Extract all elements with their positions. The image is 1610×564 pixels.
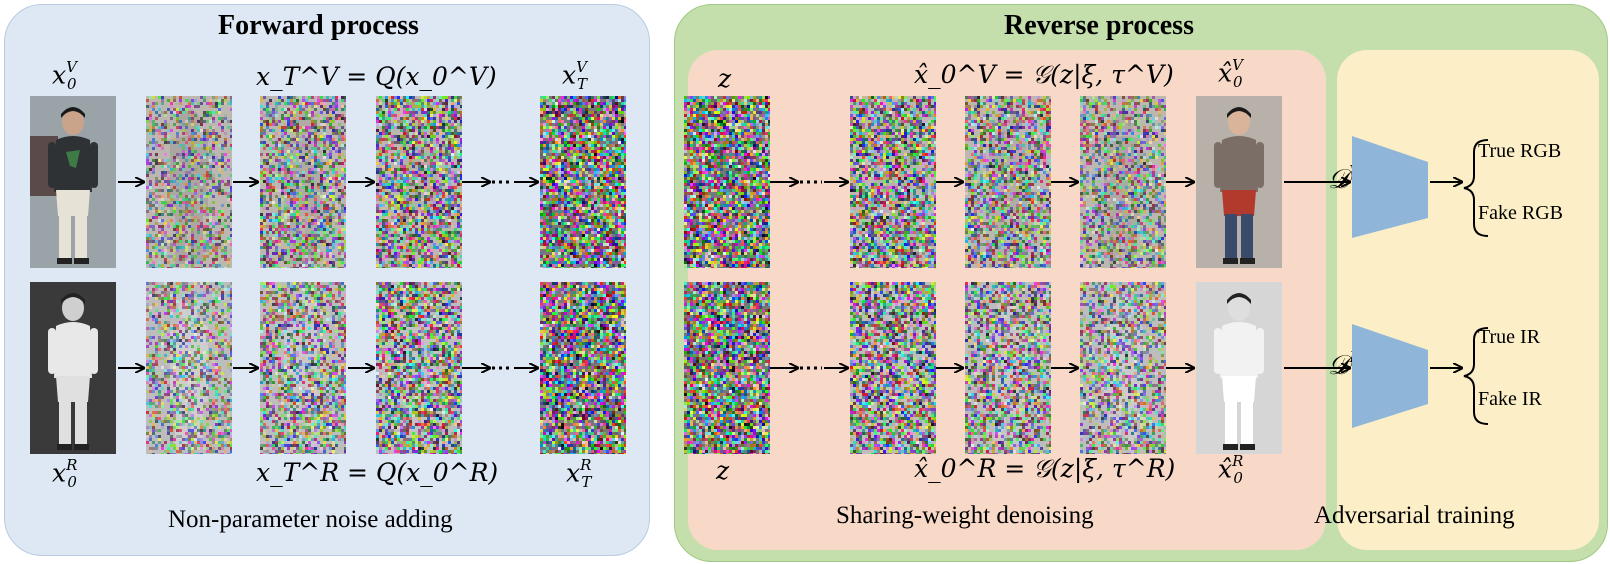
xhat-visible-label: x̂V0 — [1218, 56, 1243, 91]
reverse-input-noise-visible — [684, 96, 770, 268]
reverse-equation-visible: x̂_0^V = 𝒢(z|ξ, τ^V) — [914, 60, 1174, 90]
reverse-denoised-visible-2 — [965, 96, 1051, 268]
z-bottom-label: z — [716, 456, 729, 485]
generated-infrared-image — [1196, 282, 1282, 454]
adversarial-caption: Adversarial training — [1314, 502, 1515, 530]
z-top-label: z — [718, 64, 731, 93]
fake-rgb-label: Fake RGB — [1478, 202, 1563, 225]
xT-visible-label: xVT — [562, 58, 587, 93]
forward-noisy-visible-3 — [376, 96, 462, 268]
reverse-denoised-infrared-3 — [1080, 282, 1166, 454]
xT-infrared-label: xRT — [566, 456, 591, 491]
xhat-infrared-label: x̂R0 — [1218, 452, 1243, 487]
true-rgb-label: True RGB — [1478, 140, 1561, 163]
forward-noisy-visible-1 — [146, 96, 232, 268]
adversarial-training-panel — [1337, 50, 1599, 550]
visible-input-image — [30, 96, 116, 268]
fake-ir-label: Fake IR — [1478, 388, 1542, 411]
discriminator-r-shape — [1352, 324, 1428, 428]
brace-ir — [1463, 327, 1489, 425]
forward-noisy-infrared-3 — [376, 282, 462, 454]
x0-visible-label: xV0 — [52, 58, 77, 93]
true-ir-label: True IR — [1478, 326, 1540, 349]
forward-noisy-visible-2 — [260, 96, 346, 268]
forward-equation-visible: x_T^V = Q(x_0^V) — [256, 62, 497, 91]
forward-pure-noise-infrared — [540, 282, 626, 454]
reverse-denoised-visible-3 — [1080, 96, 1166, 268]
reverse-equation-infrared: x̂_0^R = 𝒢(z|ξ, τ^R) — [914, 454, 1175, 484]
reverse-denoised-visible-1 — [850, 96, 936, 268]
x0-infrared-label: xR0 — [52, 456, 77, 491]
discriminator-v-shape — [1352, 136, 1428, 238]
brace-rgb — [1463, 139, 1489, 237]
forward-noisy-infrared-2 — [260, 282, 346, 454]
reverse-input-noise-infrared — [684, 282, 770, 454]
forward-noisy-infrared-1 — [146, 282, 232, 454]
denoising-caption: Sharing-weight denoising — [836, 502, 1094, 530]
generated-visible-image — [1196, 96, 1282, 268]
reverse-denoised-infrared-1 — [850, 282, 936, 454]
infrared-input-image — [30, 282, 116, 454]
reverse-denoised-infrared-2 — [965, 282, 1051, 454]
forward-equation-infrared: x_T^R = Q(x_0^R) — [256, 458, 498, 487]
reverse-process-title: Reverse process — [1004, 10, 1194, 42]
noise-adding-caption: Non-parameter noise adding — [168, 506, 453, 534]
forward-process-title: Forward process — [218, 10, 419, 42]
forward-pure-noise-visible — [540, 96, 626, 268]
